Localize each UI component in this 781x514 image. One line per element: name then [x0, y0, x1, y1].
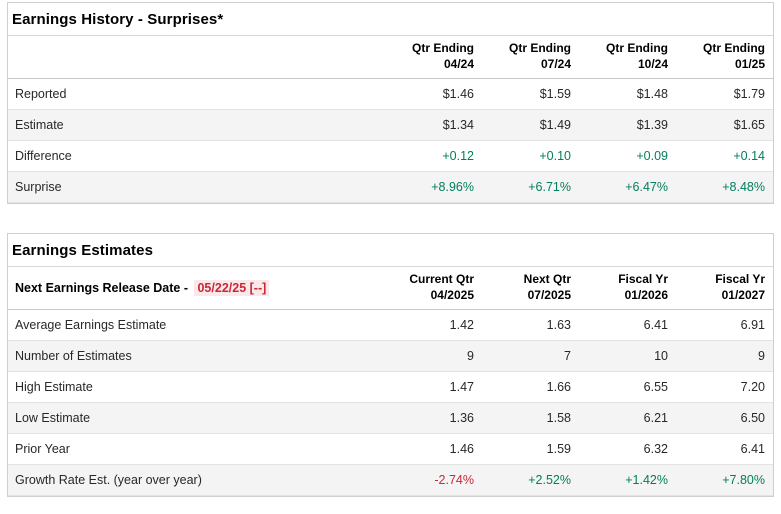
cell-value: +0.12 — [442, 149, 474, 164]
cell-value: 1.36 — [449, 411, 474, 426]
cell-value: 1.42 — [449, 318, 474, 333]
cell-value: $1.39 — [636, 118, 668, 133]
cell-value: +8.96% — [431, 180, 474, 195]
cell-value: +6.71% — [528, 180, 571, 195]
column-header-fiscal-yr-2026: Fiscal Yr 01/2026 — [579, 267, 676, 311]
row-label: Difference — [15, 149, 72, 164]
cell-value: +7.80% — [722, 473, 765, 488]
earnings-estimates-module: Earnings Estimates Next Earnings Release… — [7, 233, 774, 498]
cell-value: +0.10 — [539, 149, 571, 164]
table-row: Estimate $1.34 $1.49 $1.39 $1.65 — [8, 109, 773, 141]
table-row: Prior Year 1.46 1.59 6.32 6.41 — [8, 434, 773, 465]
row-label: Low Estimate — [15, 411, 91, 426]
row-label: Prior Year — [15, 442, 70, 457]
cell-value: 7.20 — [740, 380, 765, 395]
cell-value: -2.74% — [434, 473, 474, 488]
row-label: Average Earnings Estimate — [15, 318, 167, 333]
cell-value: $1.49 — [539, 118, 571, 133]
column-header-qtr-0724: Qtr Ending 07/24 — [482, 36, 579, 80]
cell-value: $1.34 — [442, 118, 474, 133]
column-header-qtr-0125: Qtr Ending 01/25 — [676, 36, 773, 80]
table-row: Surprise +8.96% +6.71% +6.47% +8.48% — [8, 171, 773, 203]
earnings-history-header-row: Qtr Ending 04/24 Qtr Ending 07/24 Qtr En… — [8, 36, 773, 80]
column-header-next-qtr: Next Qtr 07/2025 — [482, 267, 579, 311]
column-header-qtr-0424: Qtr Ending 04/24 — [385, 36, 482, 80]
row-label: Surprise — [15, 180, 62, 195]
earnings-estimates-header-row: Next Earnings Release Date - 05/22/25 [-… — [8, 267, 773, 311]
cell-value: +2.52% — [528, 473, 571, 488]
column-header-current-qtr: Current Qtr 04/2025 — [385, 267, 482, 311]
cell-value: 10 — [654, 349, 668, 364]
row-label: Growth Rate Est. (year over year) — [15, 473, 202, 488]
cell-value: 6.41 — [740, 442, 765, 457]
cell-value: 1.63 — [546, 318, 571, 333]
earnings-history-title: Earnings History - Surprises* — [8, 3, 773, 36]
row-label: Number of Estimates — [15, 349, 132, 364]
column-header-fiscal-yr-2027: Fiscal Yr 01/2027 — [676, 267, 773, 311]
cell-value: 6.21 — [643, 411, 668, 426]
column-header-qtr-1024: Qtr Ending 10/24 — [579, 36, 676, 80]
cell-value: $1.48 — [636, 87, 668, 102]
row-label-header — [8, 36, 385, 80]
next-earnings-release: Next Earnings Release Date - 05/22/25 [-… — [8, 267, 385, 311]
next-earnings-release-date[interactable]: 05/22/25 [--] — [194, 279, 270, 296]
next-earnings-release-label: Next Earnings Release Date - — [15, 280, 188, 295]
table-row: Low Estimate 1.36 1.58 6.21 6.50 — [8, 402, 773, 434]
earnings-estimates-table: Next Earnings Release Date - 05/22/25 [-… — [8, 267, 773, 496]
row-label: Reported — [15, 87, 67, 102]
cell-value: 6.41 — [643, 318, 668, 333]
earnings-history-table: Qtr Ending 04/24 Qtr Ending 07/24 Qtr En… — [8, 36, 773, 203]
table-row: High Estimate 1.47 1.66 6.55 7.20 — [8, 372, 773, 403]
cell-value: 1.66 — [546, 380, 571, 395]
cell-value: 9 — [467, 349, 474, 364]
cell-value: +6.47% — [625, 180, 668, 195]
cell-value: 6.32 — [643, 442, 668, 457]
cell-value: 6.55 — [643, 380, 668, 395]
earnings-estimates-title: Earnings Estimates — [8, 234, 773, 268]
cell-value: 9 — [758, 349, 765, 364]
cell-value: +0.09 — [636, 149, 668, 164]
cell-value: $1.46 — [442, 87, 474, 102]
table-row: Growth Rate Est. (year over year) -2.74% +… — [8, 464, 773, 496]
earnings-history-module: Earnings History - Surprises* Qtr Ending… — [7, 2, 774, 205]
cell-value: 1.59 — [546, 442, 571, 457]
cell-value: $1.79 — [733, 87, 765, 102]
cell-value: $1.65 — [733, 118, 765, 133]
cell-value: $1.59 — [539, 87, 571, 102]
table-row: Difference +0.12 +0.10 +0.09 +0.14 — [8, 141, 773, 172]
cell-value: 7 — [564, 349, 571, 364]
cell-value: +0.14 — [733, 149, 765, 164]
table-row: Reported $1.46 $1.59 $1.48 $1.79 — [8, 79, 773, 110]
cell-value: 1.47 — [449, 380, 474, 395]
table-row: Average Earnings Estimate 1.42 1.63 6.41 6.9… — [8, 310, 773, 341]
cell-value: 6.50 — [740, 411, 765, 426]
row-label: High Estimate — [15, 380, 93, 395]
cell-value: +8.48% — [722, 180, 765, 195]
cell-value: 6.91 — [740, 318, 765, 333]
cell-value: 1.46 — [449, 442, 474, 457]
table-row: Number of Estimates 9 7 10 9 — [8, 340, 773, 372]
cell-value: 1.58 — [546, 411, 571, 426]
cell-value: +1.42% — [625, 473, 668, 488]
row-label: Estimate — [15, 118, 64, 133]
